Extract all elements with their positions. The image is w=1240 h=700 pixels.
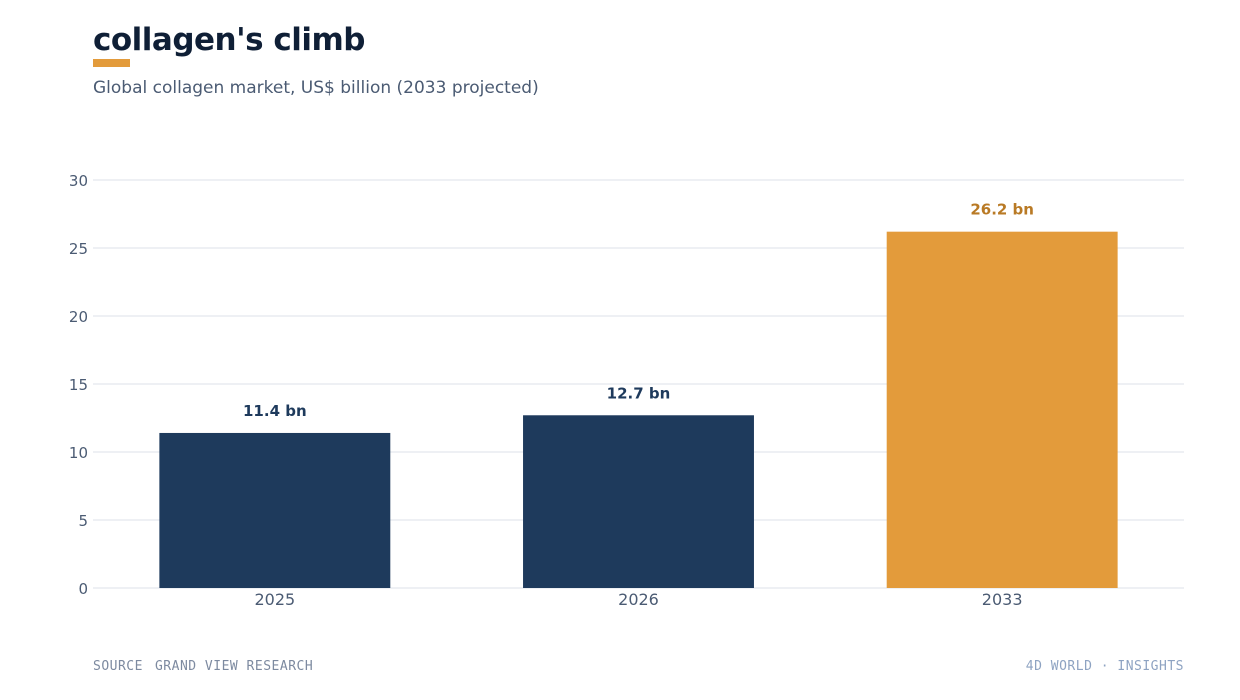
x-tick-label: 2026 xyxy=(618,590,659,609)
bars xyxy=(159,231,1118,588)
source-label: SOURCE xyxy=(93,659,143,674)
source-credit: SOURCE GRAND VIEW RESEARCH xyxy=(93,659,313,674)
y-tick-label: 10 xyxy=(69,444,88,462)
chart-title: collagen's climb xyxy=(93,22,365,58)
bar-value-label: 26.2 bn xyxy=(970,201,1034,219)
bar xyxy=(159,432,391,588)
y-tick-label: 30 xyxy=(69,172,88,190)
bar-value-label: 11.4 bn xyxy=(243,402,307,420)
title-accent-bar xyxy=(93,59,130,67)
chart-subtitle: Global collagen market, US$ billion (203… xyxy=(93,78,539,98)
x-axis-ticks: 2025 2026 2033 xyxy=(254,590,1022,609)
bar-value-label: 12.7 bn xyxy=(607,384,671,402)
y-tick-label: 15 xyxy=(69,376,88,394)
brand-credit: 4D WORLD · INSIGHTS xyxy=(1025,659,1184,674)
x-tick-label: 2025 xyxy=(254,590,295,609)
bar-projected xyxy=(886,231,1118,588)
y-tick-label: 20 xyxy=(69,308,88,326)
y-axis-ticks: 0 5 10 15 20 25 30 xyxy=(69,172,88,598)
bar xyxy=(523,415,754,588)
x-tick-label: 2033 xyxy=(982,590,1023,609)
y-tick-label: 5 xyxy=(78,512,88,530)
y-tick-label: 0 xyxy=(78,580,88,598)
source-value: GRAND VIEW RESEARCH xyxy=(154,659,314,674)
value-labels: 11.4 bn 12.7 bn 26.2 bn xyxy=(243,201,1034,420)
y-tick-label: 25 xyxy=(69,240,88,258)
